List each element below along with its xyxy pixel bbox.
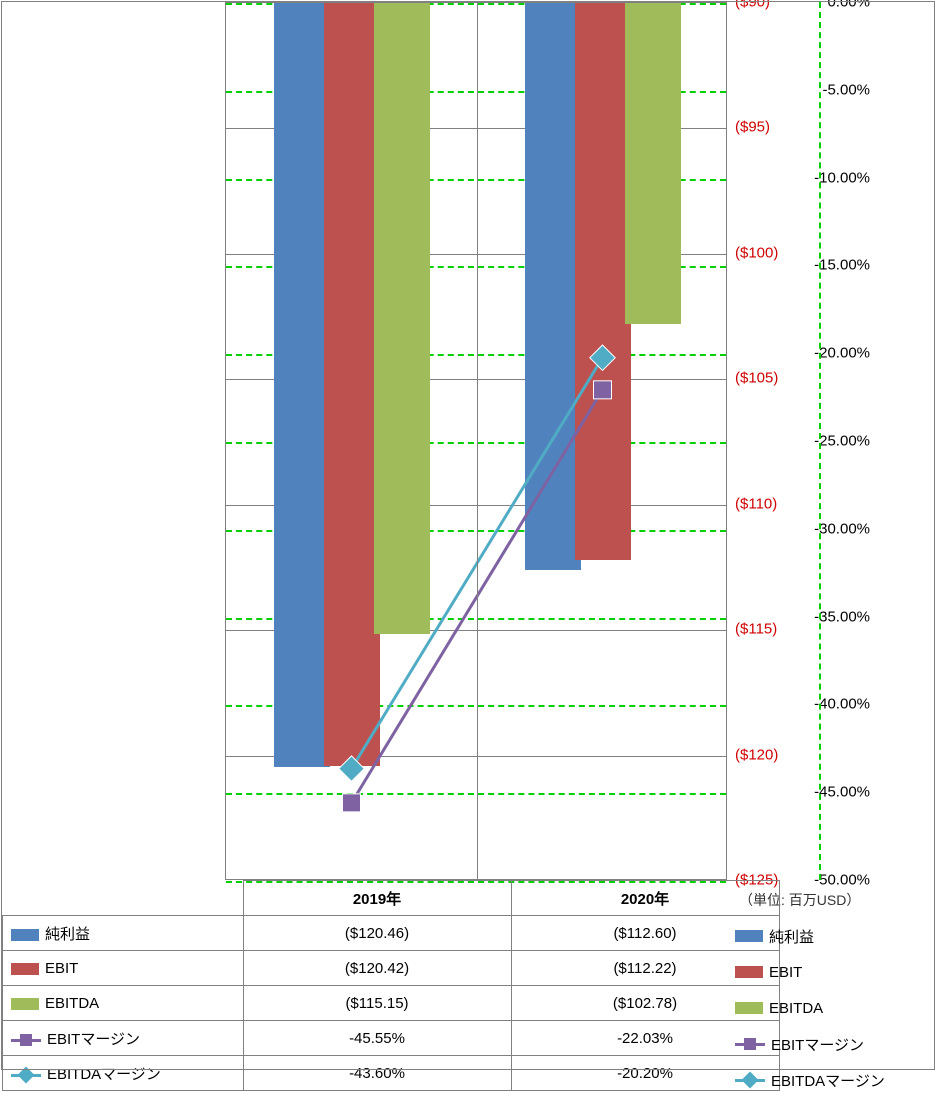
y-left-tick-label: ($100)	[735, 244, 795, 261]
y-left-tick-label: ($105)	[735, 370, 795, 387]
table-header: 2019年	[243, 881, 511, 916]
secondary-axis-line	[819, 2, 821, 880]
row-label-cell: EBITDA	[3, 986, 244, 1021]
bar-EBIT-1	[575, 3, 631, 560]
row-label-cell: 純利益	[3, 916, 244, 951]
legend-square-marker	[11, 1033, 41, 1047]
row-label: 純利益	[45, 926, 90, 943]
table-cell: ($115.15)	[243, 986, 511, 1021]
y-left-tick-label: ($115)	[735, 621, 795, 638]
y-left-tick-label: ($90)	[735, 0, 795, 11]
legend-label: EBITマージン	[771, 1034, 864, 1055]
row-label-cell: EBIT	[3, 951, 244, 986]
chart-plot-area	[225, 2, 727, 880]
legend-square-marker	[735, 1037, 765, 1051]
y-right-tick-label: -40.00%	[795, 696, 870, 713]
legend-bar-swatch	[735, 1002, 763, 1014]
table-row: EBITマージン-45.55%-22.03%	[3, 1021, 780, 1056]
legend-bar-swatch	[735, 966, 763, 978]
legend-diamond-marker	[11, 1068, 41, 1082]
row-label-cell: EBITDAマージン	[3, 1056, 244, 1091]
row-label-cell: EBITマージン	[3, 1021, 244, 1056]
table-row: 純利益($120.46)($112.60)	[3, 916, 780, 951]
legend-bar-swatch	[11, 929, 39, 941]
table-row: EBITDAマージン-43.60%-20.20%	[3, 1056, 780, 1091]
y-left-tick-label: ($110)	[735, 495, 795, 512]
legend-bar-swatch	[11, 998, 39, 1010]
table-cell: -45.55%	[243, 1021, 511, 1056]
table-header: 2020年	[511, 881, 779, 916]
row-label: EBITDA	[45, 995, 99, 1012]
y-right-tick-label: -30.00%	[795, 520, 870, 537]
y-right-tick-label: -5.00%	[795, 81, 870, 98]
legend: 純利益 EBIT EBITDA EBITマージン EBITDAマージン	[735, 918, 885, 1098]
bar-純利益-0	[274, 3, 330, 767]
bar-EBITDA-1	[625, 3, 681, 324]
legend-label: EBIT	[769, 964, 802, 981]
table-row: EBITDA($115.15)($102.78)	[3, 986, 780, 1021]
table-cell: ($120.42)	[243, 951, 511, 986]
category-divider	[477, 3, 478, 881]
legend-bar-swatch	[735, 930, 763, 942]
legend-label: EBITDAマージン	[771, 1070, 885, 1091]
y-right-tick-label: -10.00%	[795, 169, 870, 186]
bar-純利益-1	[525, 3, 581, 570]
y-right-tick-label: 0.00%	[795, 0, 870, 11]
legend-label: 純利益	[769, 926, 814, 947]
y-left-tick-label: ($95)	[735, 119, 795, 136]
y-right-tick-label: -25.00%	[795, 433, 870, 450]
legend-item: EBIT	[735, 954, 885, 990]
table-row: EBIT($120.42)($112.22)	[3, 951, 780, 986]
table-cell: -43.60%	[243, 1056, 511, 1091]
table-cell: ($120.46)	[243, 916, 511, 951]
bar-EBITDA-0	[374, 3, 430, 634]
y-right-tick-label: -20.00%	[795, 345, 870, 362]
legend-bar-swatch	[11, 963, 39, 975]
y-left-tick-label: ($120)	[735, 746, 795, 763]
y-right-tick-label: -15.00%	[795, 257, 870, 274]
legend-item: EBITDAマージン	[735, 1062, 885, 1098]
row-label: EBITマージン	[47, 1031, 140, 1048]
row-label: EBITDAマージン	[47, 1066, 161, 1083]
row-label: EBIT	[45, 960, 78, 977]
y-right-tick-label: -50.00%	[795, 872, 870, 889]
y-right-tick-label: -45.00%	[795, 784, 870, 801]
data-table: 2019年2020年純利益($120.46)($112.60)EBIT($120…	[2, 880, 780, 1091]
legend-diamond-marker	[735, 1073, 765, 1087]
legend-item: 純利益	[735, 918, 885, 954]
legend-label: EBITDA	[769, 1000, 823, 1017]
legend-item: EBITマージン	[735, 1026, 885, 1062]
legend-item: EBITDA	[735, 990, 885, 1026]
y-right-tick-label: -35.00%	[795, 608, 870, 625]
bar-EBIT-0	[324, 3, 380, 766]
